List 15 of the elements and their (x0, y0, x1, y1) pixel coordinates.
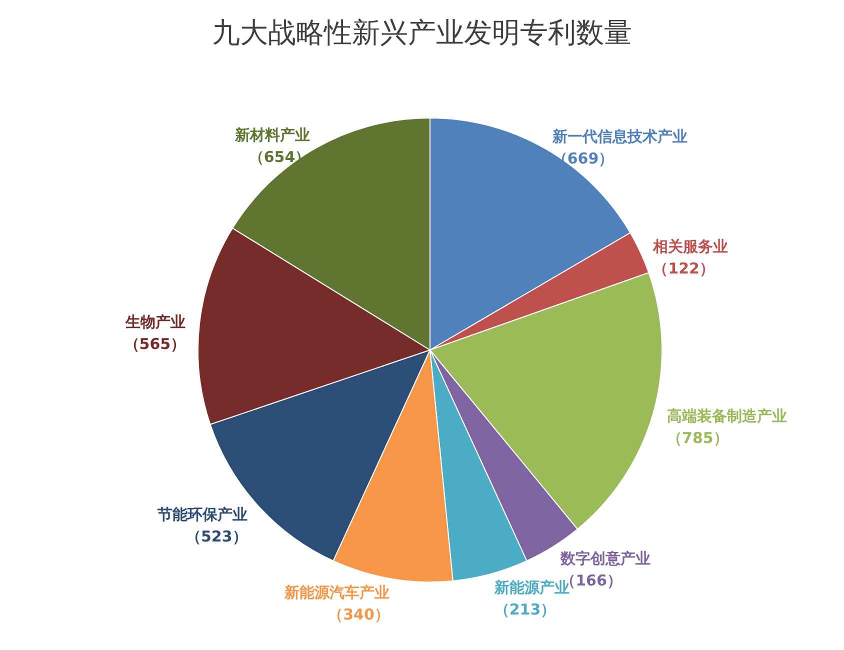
data-label: （213） (494, 600, 556, 618)
slice-label: 相关服务业 (652, 237, 728, 256)
slice-label: 新一代信息技术产业 (551, 128, 688, 146)
slice-label: 新能源汽车产业 (283, 584, 390, 602)
data-label: （565） (124, 335, 186, 354)
slice-label: 节能环保产业 (156, 506, 248, 524)
data-label: （340） (328, 606, 390, 624)
chart-title: 九大战略性新兴产业发明专利数量 (212, 16, 632, 49)
data-label: （523） (186, 528, 248, 546)
slice-label: 高端装备制造产业 (667, 406, 788, 425)
data-label: （122） (653, 259, 714, 278)
data-label: （785） (667, 428, 728, 447)
slice-label: 生物产业 (124, 313, 186, 332)
slice-label: 数字创意产业 (560, 549, 651, 568)
slice-label: 新材料产业 (234, 126, 310, 144)
